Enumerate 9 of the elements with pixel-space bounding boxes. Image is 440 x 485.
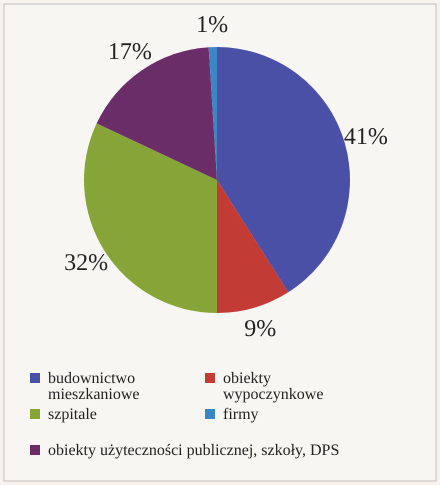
data-label: 9% [244,316,276,342]
pie-slice [217,180,288,313]
legend-label: szpitale [48,406,97,423]
data-label: 41% [344,124,388,150]
legend-label: obiekty użyteczności publicznej, szkoły, DPS [48,442,340,459]
data-label: 17% [108,38,152,65]
legend-label: firmy [223,406,259,423]
data-label: 1% [196,12,228,38]
data-label: 32% [64,250,108,276]
